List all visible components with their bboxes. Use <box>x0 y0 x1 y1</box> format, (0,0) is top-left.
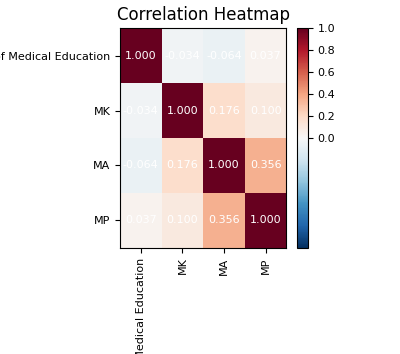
Text: 0.037: 0.037 <box>250 51 282 61</box>
Text: -0.034: -0.034 <box>123 105 159 116</box>
Text: 0.100: 0.100 <box>250 105 282 116</box>
Text: 0.356: 0.356 <box>250 160 282 171</box>
Text: 1.000: 1.000 <box>208 160 240 171</box>
Text: 0.176: 0.176 <box>208 105 240 116</box>
Text: 0.100: 0.100 <box>166 215 198 225</box>
Text: 0.037: 0.037 <box>125 215 157 225</box>
Text: -0.064: -0.064 <box>206 51 242 61</box>
Text: -0.034: -0.034 <box>164 51 200 61</box>
Title: Correlation Heatmap: Correlation Heatmap <box>117 6 290 24</box>
Text: -0.064: -0.064 <box>123 160 159 171</box>
Text: 1.000: 1.000 <box>250 215 282 225</box>
Text: 0.176: 0.176 <box>166 160 198 171</box>
Text: 1.000: 1.000 <box>125 51 157 61</box>
Text: 1.000: 1.000 <box>166 105 198 116</box>
Text: 0.356: 0.356 <box>208 215 240 225</box>
